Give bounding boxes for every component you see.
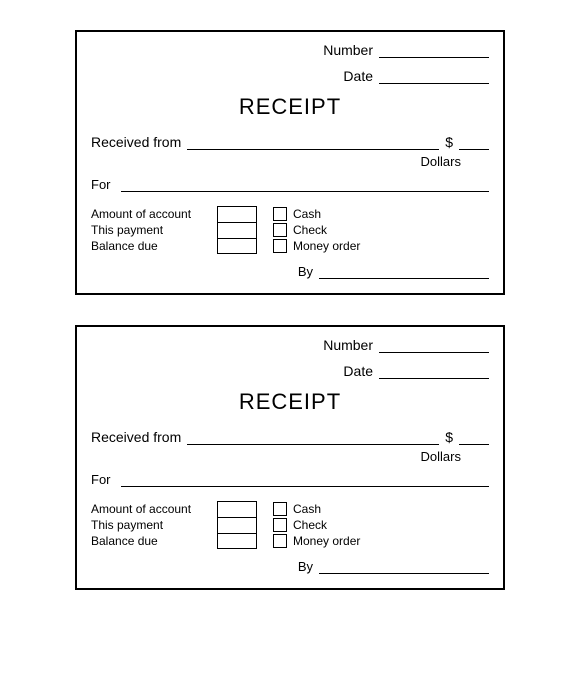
cash-label: Cash bbox=[293, 207, 321, 221]
money-order-label: Money order bbox=[293, 534, 360, 548]
amount-field[interactable] bbox=[459, 136, 489, 150]
by-field[interactable] bbox=[319, 265, 489, 279]
amount-boxes bbox=[217, 206, 257, 254]
amount-of-account-box[interactable] bbox=[217, 206, 257, 222]
by-row: By bbox=[91, 264, 489, 279]
for-label: For bbox=[91, 472, 111, 487]
date-label: Date bbox=[343, 363, 373, 379]
account-labels: Amount of account This payment Balance d… bbox=[91, 501, 201, 549]
check-row: Check bbox=[273, 222, 360, 238]
number-field[interactable] bbox=[379, 339, 489, 353]
amount-of-account-label: Amount of account bbox=[91, 501, 201, 517]
cash-label: Cash bbox=[293, 502, 321, 516]
for-label: For bbox=[91, 177, 111, 192]
balance-due-box[interactable] bbox=[217, 238, 257, 254]
receipt-title: RECEIPT bbox=[91, 389, 489, 415]
for-row: For bbox=[91, 177, 489, 192]
check-row: Check bbox=[273, 517, 360, 533]
check-checkbox[interactable] bbox=[273, 223, 287, 237]
by-field[interactable] bbox=[319, 560, 489, 574]
money-order-row: Money order bbox=[273, 238, 360, 254]
number-row: Number bbox=[91, 337, 489, 353]
number-row: Number bbox=[91, 42, 489, 58]
date-row: Date bbox=[91, 68, 489, 84]
received-from-field[interactable] bbox=[187, 431, 439, 445]
amount-of-account-label: Amount of account bbox=[91, 206, 201, 222]
this-payment-box[interactable] bbox=[217, 222, 257, 238]
date-row: Date bbox=[91, 363, 489, 379]
money-order-label: Money order bbox=[293, 239, 360, 253]
cash-checkbox[interactable] bbox=[273, 502, 287, 516]
received-from-label: Received from bbox=[91, 134, 181, 150]
balance-due-label: Balance due bbox=[91, 533, 201, 549]
received-from-label: Received from bbox=[91, 429, 181, 445]
number-field[interactable] bbox=[379, 44, 489, 58]
this-payment-box[interactable] bbox=[217, 517, 257, 533]
received-from-row: Received from $ bbox=[91, 134, 489, 150]
dollars-label: Dollars bbox=[91, 449, 489, 464]
dollars-label: Dollars bbox=[91, 154, 489, 169]
check-label: Check bbox=[293, 518, 327, 532]
for-field[interactable] bbox=[121, 178, 490, 192]
bottom-section: Amount of account This payment Balance d… bbox=[91, 501, 489, 549]
cash-checkbox[interactable] bbox=[273, 207, 287, 221]
this-payment-label: This payment bbox=[91, 517, 201, 533]
amount-of-account-box[interactable] bbox=[217, 501, 257, 517]
number-label: Number bbox=[323, 337, 373, 353]
currency-symbol: $ bbox=[445, 134, 453, 150]
by-row: By bbox=[91, 559, 489, 574]
number-label: Number bbox=[323, 42, 373, 58]
date-field[interactable] bbox=[379, 70, 489, 84]
money-order-checkbox[interactable] bbox=[273, 239, 287, 253]
money-order-row: Money order bbox=[273, 533, 360, 549]
check-checkbox[interactable] bbox=[273, 518, 287, 532]
balance-due-label: Balance due bbox=[91, 238, 201, 254]
this-payment-label: This payment bbox=[91, 222, 201, 238]
balance-due-box[interactable] bbox=[217, 533, 257, 549]
cash-row: Cash bbox=[273, 206, 360, 222]
amount-boxes bbox=[217, 501, 257, 549]
by-label: By bbox=[298, 559, 313, 574]
received-from-field[interactable] bbox=[187, 136, 439, 150]
cash-row: Cash bbox=[273, 501, 360, 517]
for-row: For bbox=[91, 472, 489, 487]
by-label: By bbox=[298, 264, 313, 279]
receipt-title: RECEIPT bbox=[91, 94, 489, 120]
receipt-form: Number Date RECEIPT Received from $ Doll… bbox=[75, 325, 505, 590]
check-label: Check bbox=[293, 223, 327, 237]
receipt-form: Number Date RECEIPT Received from $ Doll… bbox=[75, 30, 505, 295]
date-label: Date bbox=[343, 68, 373, 84]
bottom-section: Amount of account This payment Balance d… bbox=[91, 206, 489, 254]
date-field[interactable] bbox=[379, 365, 489, 379]
money-order-checkbox[interactable] bbox=[273, 534, 287, 548]
account-labels: Amount of account This payment Balance d… bbox=[91, 206, 201, 254]
payment-method-checks: Cash Check Money order bbox=[273, 206, 360, 254]
amount-field[interactable] bbox=[459, 431, 489, 445]
received-from-row: Received from $ bbox=[91, 429, 489, 445]
payment-method-checks: Cash Check Money order bbox=[273, 501, 360, 549]
currency-symbol: $ bbox=[445, 429, 453, 445]
for-field[interactable] bbox=[121, 473, 490, 487]
